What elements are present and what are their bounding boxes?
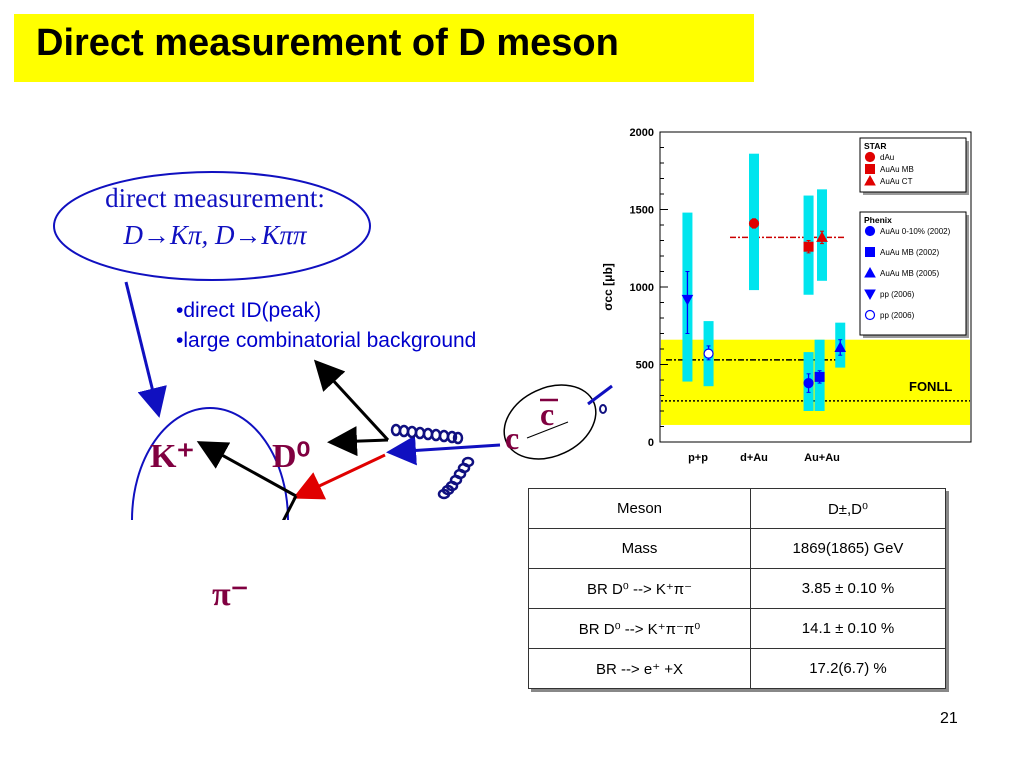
legend-phenix-marker bbox=[864, 289, 876, 301]
table-cell-label: Meson bbox=[528, 488, 751, 529]
cbar-quark-label: c bbox=[540, 396, 555, 432]
table-cell-label: BR D⁰ --> K⁺π⁻π⁰ bbox=[528, 608, 751, 649]
pion-label: π⁻ bbox=[212, 576, 249, 613]
legend-star-entry: dAu bbox=[880, 153, 894, 162]
legend-phenix-marker bbox=[865, 247, 875, 257]
kpi-ellipse bbox=[131, 407, 289, 520]
data-point bbox=[816, 231, 828, 242]
ellipse-line1: direct measurement: bbox=[105, 183, 325, 213]
legend-phenix-title: Phenix bbox=[864, 215, 892, 225]
kaon-label: K⁺ bbox=[150, 438, 195, 475]
bullet-list: •direct ID(peak) •large combinatorial ba… bbox=[176, 296, 476, 356]
data-point bbox=[681, 294, 694, 306]
d-meson-track bbox=[292, 453, 386, 500]
legend-phenix-entry: pp (2006) bbox=[880, 290, 915, 299]
legend-phenix-entry: pp (2006) bbox=[880, 311, 915, 320]
gluon-diagonal bbox=[437, 456, 475, 500]
legend-phenix-marker bbox=[864, 309, 876, 321]
y-tick-label: 1000 bbox=[630, 282, 654, 294]
c-quark-label: c bbox=[505, 420, 520, 456]
ellipse-pointer-arrow bbox=[124, 281, 167, 418]
gluon-fragment bbox=[599, 404, 607, 414]
legend-star-marker bbox=[864, 151, 876, 163]
table-cell-value: 14.1 ± 0.10 % bbox=[750, 608, 946, 649]
table-row: Mass 1869(1865) GeV bbox=[528, 528, 946, 569]
table-row: Meson D±,D⁰ bbox=[528, 488, 946, 529]
ellipse-line2: D→Kπ, D→Kππ bbox=[123, 220, 307, 250]
legend-star-box bbox=[859, 137, 967, 193]
y-tick-label: 500 bbox=[636, 360, 654, 372]
data-point bbox=[803, 241, 814, 252]
x-category-label: Au+Au bbox=[804, 452, 840, 464]
legend-phenix-entry: AuAu MB (2005) bbox=[880, 269, 939, 278]
track-left bbox=[327, 426, 389, 457]
legend-star-entry: AuAu MB bbox=[880, 165, 914, 174]
legend-star-marker bbox=[864, 174, 876, 186]
d-meson-label: D⁰ bbox=[272, 438, 311, 475]
decay-diagram bbox=[53, 171, 613, 520]
table-row: BR D⁰ --> K⁺π⁻π⁰ 14.1 ± 0.10 % bbox=[528, 608, 946, 649]
y-axis-label: σcc [μb] bbox=[601, 263, 615, 311]
table-cell-label: Mass bbox=[528, 528, 751, 569]
cross-section-chart: FONLL 0 500 1000 1500 2000 σcc [μb] p+p d+Au Au+A… bbox=[601, 127, 972, 464]
table-cell-value: D±,D⁰ bbox=[750, 488, 946, 529]
data-point bbox=[748, 218, 760, 229]
legend-star-entry: AuAu CT bbox=[880, 177, 913, 186]
table-row: BR D⁰ --> K⁺π⁻ 3.85 ± 0.10 % bbox=[528, 568, 946, 609]
meson-properties-table: Meson D±,D⁰ Mass 1869(1865) GeV BR D⁰ --> K⁺… bbox=[528, 488, 946, 689]
legend-phenix-entry: AuAu 0-10% (2002) bbox=[880, 227, 951, 236]
y-tick-label: 2000 bbox=[630, 127, 654, 139]
y-tick-label: 0 bbox=[648, 437, 654, 449]
pion-track bbox=[282, 495, 298, 520]
table-cell-value: 1869(1865) GeV bbox=[750, 528, 946, 569]
c-to-cbar-line bbox=[526, 421, 569, 439]
x-category-label: p+p bbox=[688, 452, 708, 464]
cbar-outgoing bbox=[587, 384, 613, 406]
incoming-c-line bbox=[386, 435, 501, 466]
legend-phenix-box bbox=[859, 211, 967, 336]
kaon-track bbox=[196, 441, 297, 498]
table-cell-label: BR --> e⁺ +X bbox=[528, 648, 751, 689]
x-category-label: d+Au bbox=[740, 452, 768, 464]
table-row: BR --> e⁺ +X 17.2(6.7) % bbox=[528, 648, 946, 689]
gluon-horizontal bbox=[390, 423, 464, 445]
legend-phenix-entry: AuAu MB (2002) bbox=[880, 248, 939, 257]
title-banner bbox=[14, 14, 754, 82]
data-point bbox=[814, 371, 825, 382]
data-point bbox=[803, 378, 814, 389]
table-cell-label: BR D⁰ --> K⁺π⁻ bbox=[528, 568, 751, 609]
bullet-item: •direct ID(peak) bbox=[176, 299, 322, 322]
slide-title: Direct measurement of D meson bbox=[36, 22, 619, 64]
page-number: 21 bbox=[940, 710, 958, 727]
table-cell-value: 3.85 ± 0.10 % bbox=[750, 568, 946, 609]
data-point bbox=[703, 348, 714, 359]
track-up bbox=[313, 359, 390, 442]
fonll-label: FONLL bbox=[909, 379, 952, 394]
data-point bbox=[834, 341, 847, 352]
y-tick-label: 1500 bbox=[630, 205, 654, 217]
legend-phenix-marker bbox=[864, 266, 876, 278]
legend-star-marker bbox=[865, 164, 875, 174]
legend-phenix-marker bbox=[864, 225, 876, 237]
bullet-item: •large combinatorial background bbox=[176, 329, 477, 352]
legend-star-title: STAR bbox=[864, 141, 887, 151]
measurement-ellipse bbox=[53, 171, 371, 281]
table-cell-value: 17.2(6.7) % bbox=[750, 648, 946, 689]
